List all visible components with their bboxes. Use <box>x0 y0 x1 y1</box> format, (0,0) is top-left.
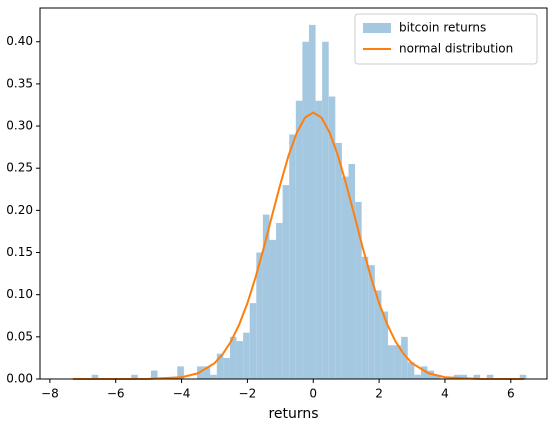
histogram-bar <box>216 353 224 379</box>
histogram-bar <box>276 223 283 379</box>
plot-frame <box>39 7 548 380</box>
histogram-bar <box>460 374 467 379</box>
histogram-bar <box>368 265 375 379</box>
histogram-bar <box>229 336 237 379</box>
histogram-bar <box>262 214 270 379</box>
histogram-bar <box>150 370 158 379</box>
y-tick-label: 0.40 <box>6 34 33 48</box>
histogram-bar <box>434 374 441 379</box>
y-tick-label: 0.35 <box>6 76 33 90</box>
histogram-bar <box>282 185 290 379</box>
legend: bitcoin returns normal distribution <box>354 13 538 65</box>
histogram-bar <box>381 311 388 379</box>
histogram-bar <box>203 366 211 379</box>
histogram-bar <box>210 374 217 379</box>
histogram-bar <box>394 345 402 379</box>
histogram-bar <box>486 374 494 379</box>
legend-label: bitcoin returns <box>399 21 486 35</box>
y-tick-label: 0.30 <box>6 119 33 133</box>
x-tick-label: 4 <box>441 387 449 401</box>
histogram-bar <box>243 332 250 379</box>
histogram-bar <box>249 303 257 379</box>
x-tick-label: −8 <box>41 387 59 401</box>
histogram-bar <box>355 201 362 379</box>
histogram-bar <box>308 24 316 379</box>
histogram-bar <box>374 290 382 379</box>
legend-box <box>354 13 538 65</box>
histogram-bar <box>341 176 349 379</box>
histogram-bar <box>302 41 309 380</box>
y-tick-label: 0.25 <box>6 161 33 175</box>
histogram-bar <box>289 134 296 379</box>
y-tick-label: 0.05 <box>6 329 33 343</box>
histogram-bar <box>328 96 336 379</box>
histogram-bar <box>335 142 342 379</box>
histogram-bar <box>401 336 408 379</box>
legend-swatch <box>363 23 391 33</box>
histogram-bar <box>131 374 138 379</box>
y-tick-label: 0.15 <box>6 245 33 259</box>
histogram-bar <box>322 41 329 380</box>
histogram-bar <box>295 100 303 379</box>
histogram-bar <box>420 366 428 379</box>
histogram-bar <box>269 239 277 379</box>
histogram-bar <box>519 374 527 379</box>
line <box>72 111 524 380</box>
histogram-bar <box>236 341 244 379</box>
histogram-bar <box>387 345 395 379</box>
x-tick-label: −2 <box>239 387 257 401</box>
histogram-bar <box>361 256 369 379</box>
x-tick-label: 6 <box>507 387 515 401</box>
x-tick-label: −4 <box>173 387 191 401</box>
histogram-bar <box>407 362 415 379</box>
histogram-bar <box>177 366 184 379</box>
x-axis-label: returns <box>268 406 318 422</box>
histogram-bar <box>315 100 323 379</box>
x-tick-label: −6 <box>107 387 125 401</box>
histogram-bar <box>348 163 356 379</box>
x-tick-label: 0 <box>309 387 317 401</box>
legend-label: normal distribution <box>399 42 513 56</box>
y-tick-label: 0.00 <box>6 372 33 386</box>
y-tick-label: 0.20 <box>6 203 33 217</box>
histogram-bar <box>473 374 481 379</box>
histogram-bar <box>223 357 230 379</box>
histogram-bar <box>91 374 99 379</box>
histogram-bar <box>414 374 421 379</box>
x-tick-label: 2 <box>375 387 383 401</box>
histogram-bar <box>256 252 263 379</box>
y-tick-label: 0.10 <box>6 287 33 301</box>
